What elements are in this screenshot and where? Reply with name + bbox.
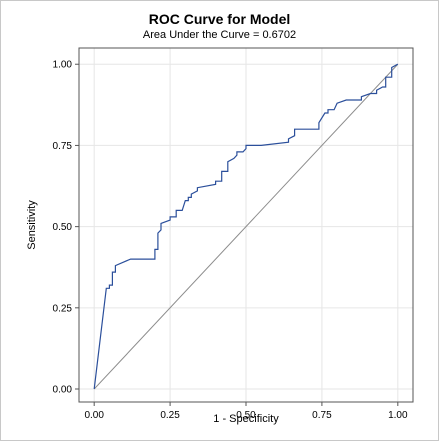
chart-subtitle: Area Under the Curve = 0.6702: [142, 29, 297, 41]
x-tick-label: 1.00: [388, 410, 408, 421]
x-tick-label: 0.75: [312, 410, 332, 421]
reference-diagonal-line: [93, 63, 399, 390]
chart-title: ROC Curve for Model: [148, 11, 291, 27]
y-tick-label: 1.00: [53, 60, 73, 71]
y-axis-title: Sensitivity: [26, 200, 38, 250]
x-tick-label: 0.25: [160, 410, 180, 421]
y-tick-label: 0.50: [53, 222, 73, 233]
tick-layer: 0.00 0.25 0.50 0.75 1.00 0.00 0.25 0.50 0.75 1.00: [53, 60, 408, 421]
y-tick-label: 0.75: [53, 141, 73, 152]
x-tick-label: 0.50: [236, 410, 256, 421]
roc-curve-line: [93, 63, 399, 390]
y-tick-label: 0.00: [53, 385, 73, 396]
grid-layer: [79, 48, 413, 402]
y-tick-label: 0.25: [53, 303, 73, 314]
x-axis-title: 1 - Specificity: [213, 413, 279, 425]
x-tick-label: 0.00: [84, 410, 104, 421]
